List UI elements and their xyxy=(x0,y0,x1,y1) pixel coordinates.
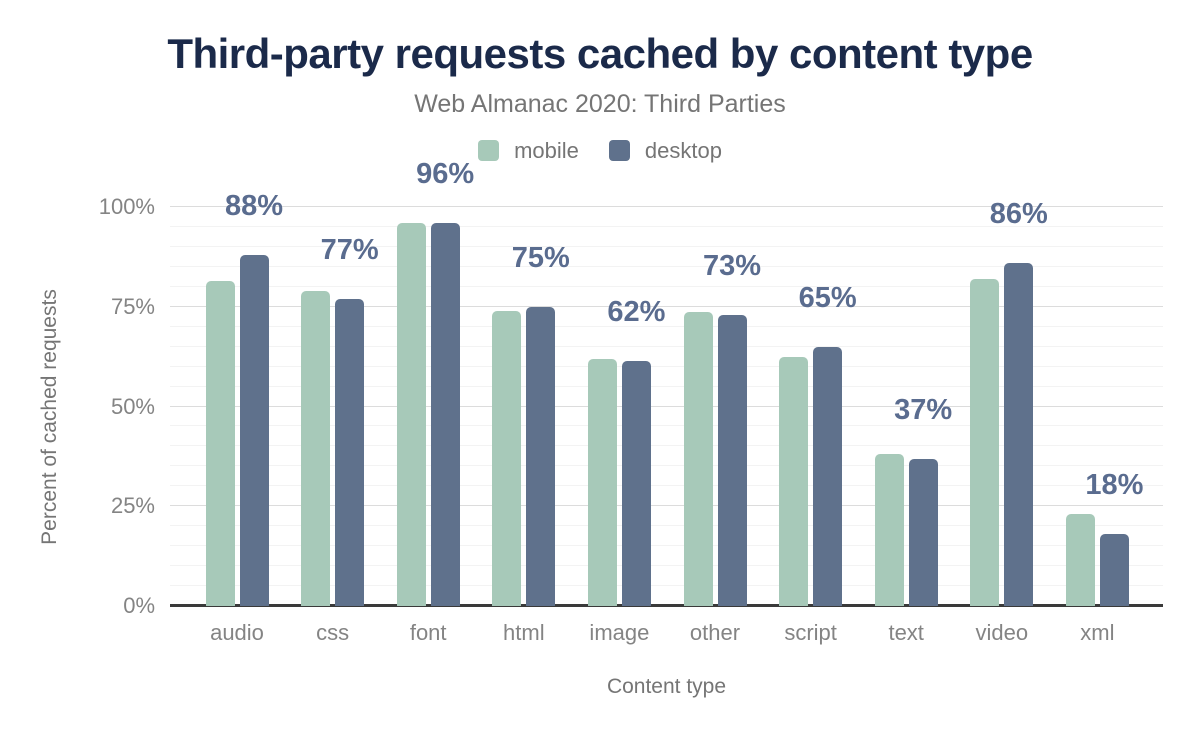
bar-group-video xyxy=(970,207,1034,606)
data-label-xml: 18% xyxy=(1085,469,1144,502)
gridline-15 xyxy=(170,545,1163,547)
bar-css-mobile xyxy=(301,290,331,606)
gridline-90 xyxy=(170,245,1163,247)
data-label-audio: 88% xyxy=(224,189,284,222)
bar-image-desktop xyxy=(621,360,651,606)
data-label-video: 86% xyxy=(989,197,1048,230)
legend-label-desktop: desktop xyxy=(644,138,722,163)
bar-xml-mobile xyxy=(1065,514,1095,606)
bar-other-mobile xyxy=(683,311,713,606)
bar-group-script xyxy=(779,207,843,606)
data-label-text: 37% xyxy=(894,394,953,427)
gridline-35 xyxy=(170,465,1163,467)
x-category-label-text: text xyxy=(888,620,924,645)
gridline-25 xyxy=(170,505,1163,507)
gridline-5 xyxy=(170,585,1163,587)
bar-text-desktop xyxy=(908,459,938,606)
bar-video-desktop xyxy=(1004,262,1034,606)
gridline-80 xyxy=(170,285,1163,287)
x-category-label-other: other xyxy=(689,620,741,645)
data-label-css: 77% xyxy=(320,233,379,266)
bar-group-html xyxy=(492,207,556,606)
data-label-font: 96% xyxy=(416,158,475,191)
bar-group-css xyxy=(301,207,365,606)
x-category-label-video: video xyxy=(975,620,1029,645)
gridline-55 xyxy=(170,385,1163,387)
y-tick-label-0%: 0% xyxy=(123,593,155,618)
bar-audio-mobile xyxy=(205,280,235,606)
gridline-10 xyxy=(170,565,1163,567)
data-label-html: 75% xyxy=(511,241,570,274)
gridline-100 xyxy=(170,206,1163,207)
bar-html-desktop xyxy=(526,306,556,606)
bar-font-desktop xyxy=(430,222,460,606)
bar-group-audio xyxy=(205,207,269,606)
gridline-85 xyxy=(170,265,1163,267)
bar-xml-desktop xyxy=(1099,534,1129,606)
legend-label-mobile: mobile xyxy=(514,138,579,163)
data-label-script: 65% xyxy=(798,281,857,314)
gridline-95 xyxy=(170,225,1163,227)
x-category-label-html: html xyxy=(503,620,545,645)
x-category-label-font: font xyxy=(409,620,447,645)
bar-font-mobile xyxy=(396,222,426,606)
gridline-75 xyxy=(170,305,1163,307)
bar-html-mobile xyxy=(492,310,522,606)
bar-group-image xyxy=(587,207,651,606)
plot-area: 0% 25% 50% 75% 100% audio 88% css 77% font 96% html… xyxy=(99,160,1163,645)
gridline-70 xyxy=(170,325,1163,327)
y-tick-label-100%: 100% xyxy=(98,194,155,219)
bar-group-font xyxy=(396,207,460,606)
y-axis-title: Percent of cached requests xyxy=(38,289,61,545)
bar-image-mobile xyxy=(587,358,617,606)
chart-subtitle: Web Almanac 2020: Third Parties xyxy=(414,90,786,118)
bar-group-other xyxy=(683,207,747,606)
x-axis-line xyxy=(170,604,1163,607)
mobile-swatch-icon xyxy=(478,140,500,161)
gridline-20 xyxy=(170,525,1163,527)
gridline-60 xyxy=(170,365,1163,367)
desktop-swatch-icon xyxy=(608,140,630,161)
gridline-50 xyxy=(170,405,1163,407)
x-axis-title: Content type xyxy=(606,675,727,698)
bar-audio-desktop xyxy=(239,254,269,606)
gridline-45 xyxy=(170,425,1163,427)
gridline-30 xyxy=(170,485,1163,487)
bar-script-desktop xyxy=(813,346,843,606)
y-tick-label-25%: 25% xyxy=(110,493,155,519)
x-category-label-image: image xyxy=(589,620,650,645)
legend-item-mobile: mobile xyxy=(478,138,579,163)
data-label-other: 73% xyxy=(702,249,762,282)
bar-script-mobile xyxy=(779,356,809,606)
legend: mobile desktop xyxy=(0,138,1200,163)
x-category-label-xml: xml xyxy=(1080,620,1115,645)
x-category-label-css: css xyxy=(316,620,350,645)
x-category-label-script: script xyxy=(784,620,837,645)
bar-css-desktop xyxy=(335,298,365,606)
data-label-image: 62% xyxy=(607,295,666,328)
gridline-65 xyxy=(170,345,1163,347)
legend-item-desktop: desktop xyxy=(608,138,722,163)
bar-group-text xyxy=(874,207,938,606)
bar-video-mobile xyxy=(970,278,1000,606)
gridline-40 xyxy=(170,445,1163,447)
bar-other-desktop xyxy=(717,314,747,606)
bar-text-mobile xyxy=(874,454,904,606)
x-category-label-audio: audio xyxy=(210,620,264,645)
y-tick-label-75%: 75% xyxy=(110,293,155,319)
y-tick-label-50%: 50% xyxy=(110,393,155,419)
chart-title: Third-party requests cached by content t… xyxy=(167,30,1033,77)
bar-group-xml xyxy=(1065,207,1129,606)
